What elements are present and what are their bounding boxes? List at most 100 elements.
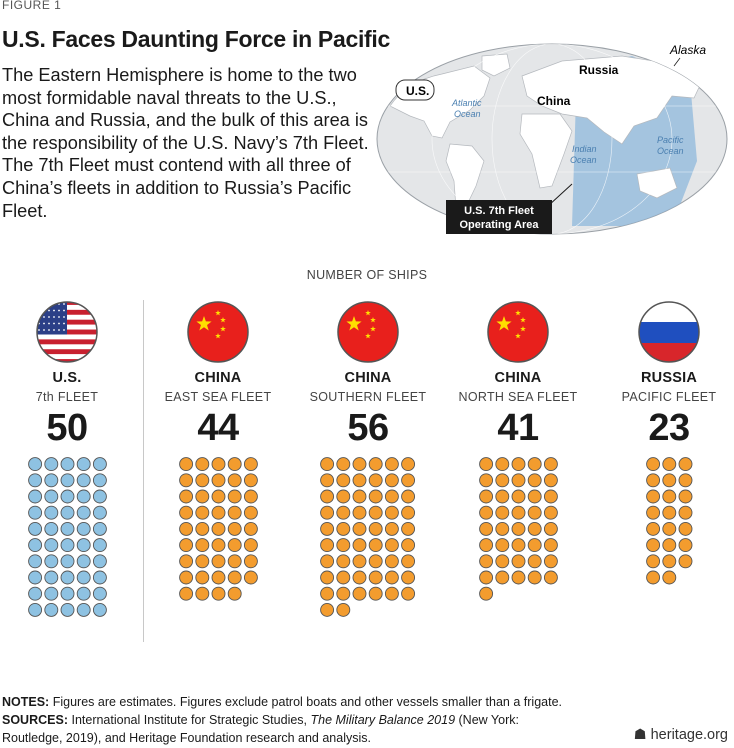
fleet-column: CHINA SOUTHERN FLEET 56 <box>293 300 443 618</box>
ship-dot <box>211 489 225 504</box>
credit-text: heritage.org <box>650 727 728 743</box>
ship-dot <box>645 521 660 536</box>
ship-dot <box>27 505 42 520</box>
ship-dot <box>494 538 509 553</box>
ship-dot <box>211 554 225 569</box>
ship-dot <box>178 473 193 488</box>
ship-dot <box>178 586 193 601</box>
ship-dot <box>494 473 509 488</box>
ship-dot <box>211 473 225 488</box>
ship-dot <box>194 586 209 601</box>
ship-dot <box>178 538 193 553</box>
fleet-column: U.S. 7th FLEET 50 <box>0 300 142 618</box>
notes-block: NOTES: Figures are estimates. Figures ex… <box>2 693 562 747</box>
ship-dot <box>92 473 107 488</box>
ship-dot <box>336 521 351 536</box>
ship-dot <box>369 570 384 585</box>
fleet-country: U.S. <box>52 370 82 386</box>
ship-dot-grid <box>27 457 107 617</box>
ship-dot <box>92 505 107 520</box>
ship-dot <box>401 489 416 504</box>
ship-dot <box>243 521 258 536</box>
ship-dot <box>178 505 193 520</box>
ship-dot <box>227 570 242 585</box>
ship-dot <box>76 521 91 536</box>
ship-dot <box>336 505 351 520</box>
ship-dot <box>60 489 74 504</box>
ship-count: 23 <box>648 407 690 449</box>
ship-dot <box>543 521 558 536</box>
ship-dot <box>60 521 74 536</box>
ship-dot <box>662 505 676 520</box>
ship-dot <box>385 489 400 504</box>
ship-dot <box>43 602 58 617</box>
ship-dot <box>527 554 542 569</box>
ship-dot <box>662 554 676 569</box>
ship-dot <box>385 457 400 472</box>
ship-dot <box>352 586 367 601</box>
ship-dot <box>385 505 400 520</box>
ship-dot <box>401 586 416 601</box>
ship-dot <box>336 586 351 601</box>
ship-dot <box>678 457 693 472</box>
ship-dot <box>320 570 335 585</box>
ship-dot <box>369 473 384 488</box>
ship-dot <box>385 586 400 601</box>
world-map: Alaska Russia U.S. China Atlantic Ocean … <box>376 43 728 235</box>
ship-dot <box>511 521 525 536</box>
ship-dot <box>76 570 91 585</box>
ship-dot <box>352 489 367 504</box>
china-flag-icon <box>337 301 399 363</box>
ship-dot <box>194 521 209 536</box>
ship-dot <box>401 473 416 488</box>
ship-dot <box>336 457 351 472</box>
ship-count: 56 <box>347 407 389 449</box>
ship-dot <box>60 473 74 488</box>
ship-dot <box>543 457 558 472</box>
map-label-china: China <box>537 94 571 108</box>
ship-dot <box>211 586 225 601</box>
ship-dot <box>43 521 58 536</box>
ship-dot-grid <box>645 457 693 585</box>
ship-dot <box>27 521 42 536</box>
fleet-column: CHINA EAST SEA FLEET 44 <box>143 300 293 602</box>
intro-text: The Eastern Hemisphere is home to the tw… <box>2 65 369 221</box>
ship-dot <box>43 505 58 520</box>
ship-dot <box>60 505 74 520</box>
sources-post: (New York: Routledge, 2019), and Heritag… <box>2 713 519 745</box>
ship-dot <box>194 554 209 569</box>
ship-dot <box>320 489 335 504</box>
ship-dot <box>27 570 42 585</box>
ship-dot <box>211 570 225 585</box>
ship-dot <box>227 538 242 553</box>
ship-dot <box>92 489 107 504</box>
fleet-column: RUSSIA PACIFIC FLEET 23 <box>594 300 734 586</box>
ship-dot <box>336 538 351 553</box>
ship-dot <box>92 554 107 569</box>
ship-dot <box>76 538 91 553</box>
fleet-country: CHINA <box>344 370 392 386</box>
ship-dot <box>401 554 416 569</box>
ship-dot <box>194 505 209 520</box>
ship-dot <box>494 505 509 520</box>
ship-dot <box>27 473 42 488</box>
ship-dot <box>645 570 660 585</box>
ship-dot <box>76 457 91 472</box>
ship-dot <box>352 473 367 488</box>
ship-dot <box>352 554 367 569</box>
ship-dot <box>662 457 676 472</box>
ship-dot <box>243 457 258 472</box>
ship-dot <box>385 521 400 536</box>
ship-dot <box>478 505 493 520</box>
ship-dot <box>352 570 367 585</box>
land-australia <box>636 167 678 199</box>
ship-dot <box>178 489 193 504</box>
ship-dot <box>178 521 193 536</box>
map-label-atlantic-2: Ocean <box>454 109 481 119</box>
ship-dot <box>511 570 525 585</box>
ship-dot <box>511 554 525 569</box>
sources-label: SOURCES: <box>2 713 68 727</box>
sources-line: SOURCES: International Institute for Str… <box>2 711 562 747</box>
credit: ☗ heritage.org <box>634 727 728 743</box>
ship-dot <box>511 489 525 504</box>
